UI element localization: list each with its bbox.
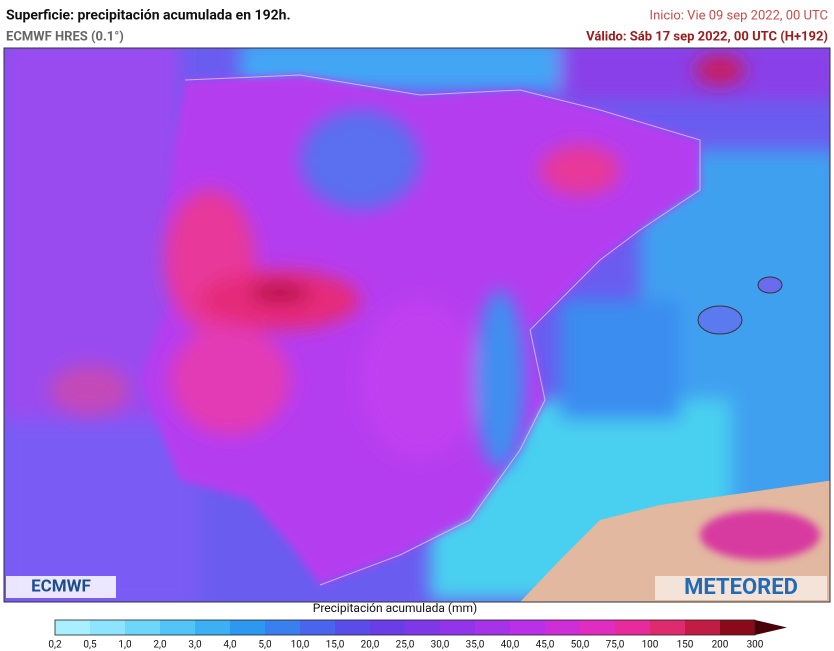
colorbar-label: 150 bbox=[677, 640, 694, 651]
colorbar-segment bbox=[615, 620, 651, 635]
colorbar-label: 15,0 bbox=[326, 640, 345, 651]
colorbar-segment bbox=[230, 620, 266, 635]
colorbar-segment bbox=[720, 620, 756, 635]
colorbar-label: 0,2 bbox=[48, 640, 62, 651]
colorbar-label: 40,0 bbox=[501, 640, 520, 651]
colorbar-segment bbox=[510, 620, 546, 635]
colorbar-segment bbox=[545, 620, 581, 635]
colorbar: 0,2 0,5 1,0 2,0 3,0 4,0 5,0 10,0 15,0 20,0 25,0 30,… bbox=[48, 619, 787, 651]
colorbar-segment bbox=[55, 620, 91, 635]
colorbar-label: 25,0 bbox=[396, 640, 415, 651]
colorbar-label: 1,0 bbox=[118, 640, 132, 651]
valid-time: Válido: Sáb 17 sep 2022, 00 UTC (H+192) bbox=[586, 29, 828, 44]
colorbar-label: 300 bbox=[747, 640, 764, 651]
ecmwf-logo: ECMWF bbox=[31, 576, 91, 596]
colorbar-label: 5,0 bbox=[258, 640, 272, 651]
colorbar-arrow bbox=[755, 620, 787, 635]
colorbar-segment bbox=[650, 620, 686, 635]
colorbar-label: 35,0 bbox=[466, 640, 485, 651]
model: ECMWF HRES (0.1°) bbox=[6, 29, 124, 44]
colorbar-label: 10,0 bbox=[291, 640, 310, 651]
colorbar-segment bbox=[580, 620, 616, 635]
colorbar-segment bbox=[475, 620, 511, 635]
colorbar-label: 2,0 bbox=[153, 640, 167, 651]
colorbar-segment bbox=[90, 620, 126, 635]
colorbar-label: 3,0 bbox=[188, 640, 202, 651]
meteored-logo: METEORED bbox=[684, 575, 798, 600]
map: ECMWF METEORED bbox=[4, 48, 830, 602]
colorbar-segment bbox=[265, 620, 301, 635]
colorbar-label: 20,0 bbox=[361, 640, 380, 651]
colorbar-label: 30,0 bbox=[431, 640, 450, 651]
colorbar-label: 50,0 bbox=[571, 640, 590, 651]
colorbar-frame bbox=[54, 619, 756, 636]
colorbar-segment bbox=[370, 620, 406, 635]
colorbar-label: 4,0 bbox=[223, 640, 237, 651]
colorbar-label: 200 bbox=[712, 640, 729, 651]
colorbar-label: 45,0 bbox=[536, 640, 555, 651]
colorbar-segment bbox=[405, 620, 441, 635]
colorbar-segment bbox=[300, 620, 336, 635]
legend-title: Precipitación acumulada (mm) bbox=[313, 601, 477, 615]
colorbar-label: 75,0 bbox=[606, 640, 625, 651]
colorbar-segment bbox=[335, 620, 371, 635]
title: Superficie: precipitación acumulada en 1… bbox=[6, 8, 291, 24]
init-time: Inicio: Vie 09 sep 2022, 00 UTC bbox=[650, 8, 828, 23]
colorbar-label: 100 bbox=[642, 640, 659, 651]
colorbar-segment bbox=[440, 620, 476, 635]
colorbar-segment bbox=[160, 620, 196, 635]
colorbar-segment bbox=[685, 620, 721, 635]
colorbar-label: 0,5 bbox=[83, 640, 97, 651]
colorbar-segment bbox=[195, 620, 231, 635]
colorbar-segment bbox=[125, 620, 161, 635]
